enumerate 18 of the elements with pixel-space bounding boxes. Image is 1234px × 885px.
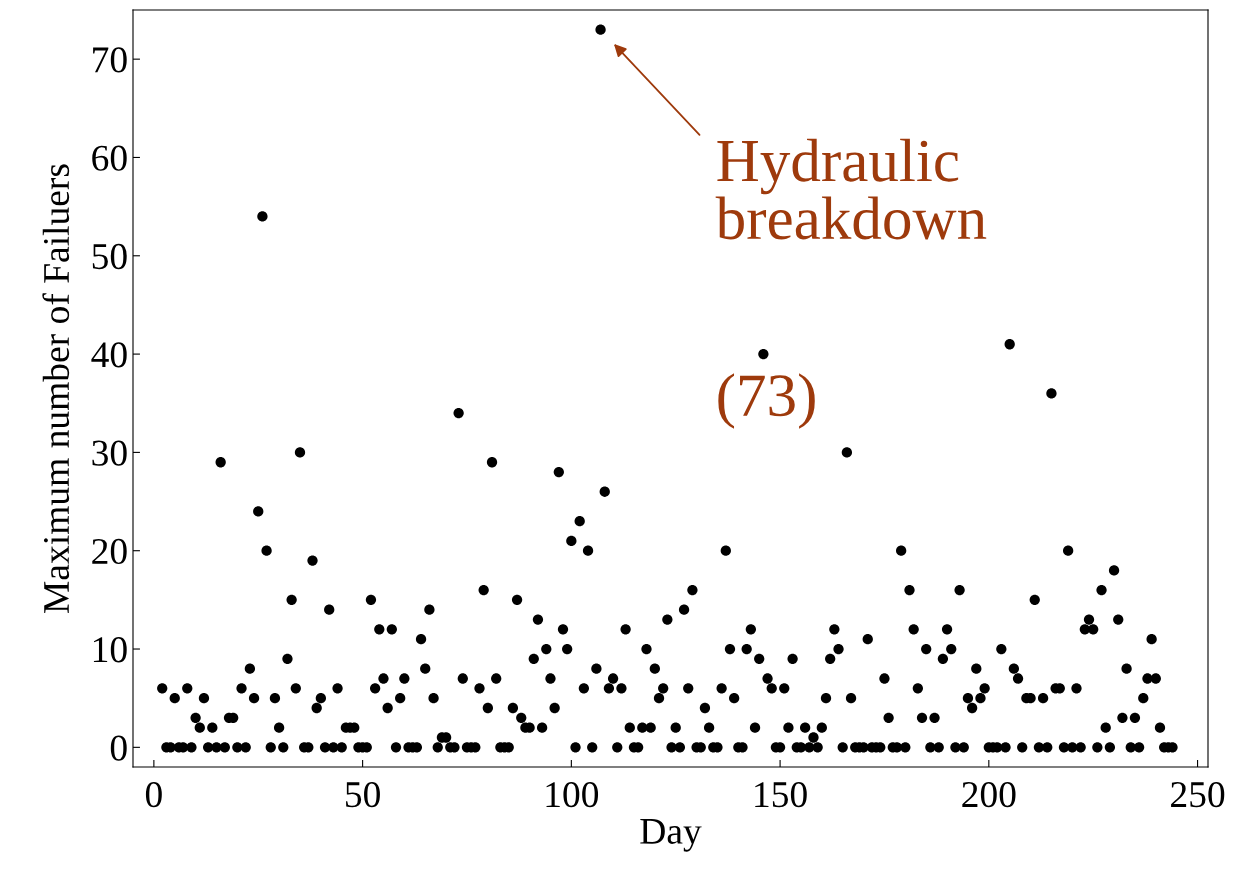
y-tick-label: 60 <box>92 145 127 171</box>
annotation: Hydraulic breakdown <box>715 138 987 240</box>
annotation: (73) <box>718 373 815 429</box>
y-tick-label: 10 <box>93 637 127 663</box>
y-tick-label: 50 <box>92 243 127 270</box>
x-tick-label: 0 <box>145 781 162 808</box>
y-tick-label: 20 <box>92 538 127 565</box>
x-tick-label: 50 <box>346 781 380 808</box>
x-tick-label: 250 <box>1171 781 1225 808</box>
y-tick-label: 40 <box>91 342 127 368</box>
x-tick-label: 200 <box>962 781 1016 808</box>
x-axis-title: Day <box>640 819 702 852</box>
y-tick-label: 0 <box>110 735 127 761</box>
x-tick-label: 100 <box>546 781 599 808</box>
y-axis-title: Maximum number of Failuers <box>42 164 70 613</box>
y-tick-label: 30 <box>92 440 127 466</box>
x-tick-label: 150 <box>755 781 807 808</box>
y-tick-label: 70 <box>93 47 127 73</box>
